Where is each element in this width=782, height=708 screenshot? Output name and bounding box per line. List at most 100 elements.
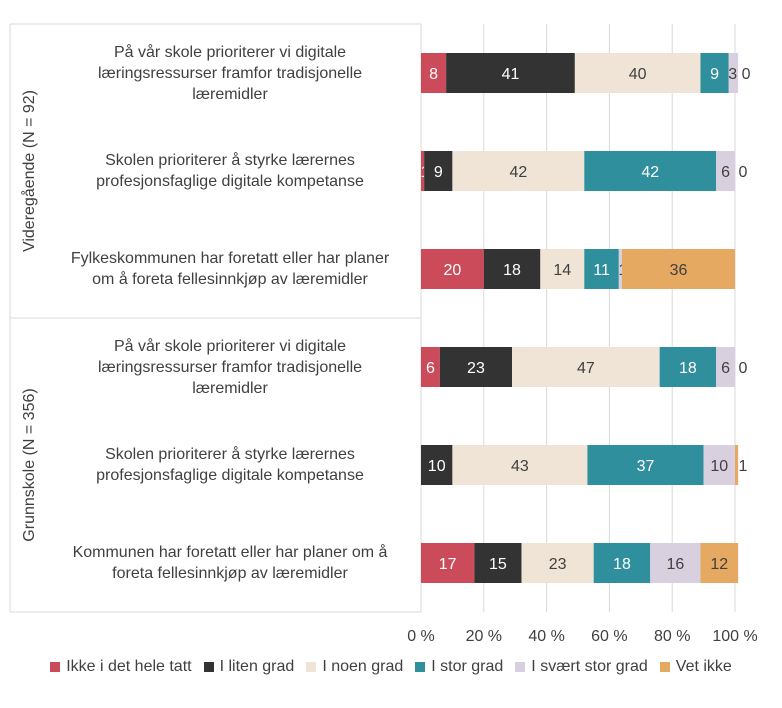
- data-label: 18: [503, 262, 521, 279]
- bar-segment: [618, 249, 622, 289]
- data-label: 41: [502, 66, 520, 83]
- bar-segment: [584, 151, 717, 191]
- data-label: 0: [739, 360, 748, 377]
- group-label: Grunnskole (N = 356): [21, 388, 38, 542]
- data-label: 6: [426, 360, 435, 377]
- data-label: 0: [742, 66, 751, 83]
- bar-segment: [540, 249, 585, 289]
- legend-label: I noen grad: [322, 658, 404, 675]
- legend-swatch: [203, 662, 214, 672]
- bar-segment: [421, 347, 440, 387]
- bar-segment: [659, 347, 717, 387]
- category-label-line: om å foreta fellesinnkjøp av læremidler: [92, 271, 368, 288]
- category-label-line: profesjonsfaglige digitale kompetanse: [96, 173, 364, 190]
- bar-segment: [521, 543, 594, 583]
- category-label-line: Skolen prioriterer å styrke lærernes: [105, 152, 355, 169]
- legend-swatch: [515, 662, 526, 672]
- category-label-line: foreta fellesinnkjøp av læremidler: [112, 565, 348, 582]
- category-label: Fylkeskommunen har foretatt eller har pl…: [50, 248, 410, 290]
- data-label: 10: [710, 458, 728, 475]
- category-label-line: profesjonsfaglige digitale kompetanse: [96, 467, 364, 484]
- data-label: 3: [728, 66, 737, 83]
- data-label: 14: [553, 262, 571, 279]
- x-tick-label: 20 %: [466, 628, 502, 645]
- bar-segment: [421, 53, 447, 93]
- legend-item: I noen grad: [306, 658, 403, 676]
- data-label: 42: [641, 164, 659, 181]
- x-tick-label: 0 %: [407, 628, 435, 645]
- data-label: 37: [637, 458, 655, 475]
- bar-segment: [716, 151, 735, 191]
- category-label-line: læremidler: [192, 379, 268, 397]
- bar-segment: [700, 53, 729, 93]
- x-tick-label: 100 %: [712, 628, 757, 645]
- data-label: 20: [444, 262, 462, 279]
- category-label-line: Fylkeskommunen har foretatt eller har pl…: [70, 250, 390, 267]
- data-label: 0: [739, 164, 748, 181]
- data-label: 47: [577, 360, 595, 377]
- data-label: 18: [679, 360, 697, 377]
- x-tick-label: 60 %: [591, 628, 627, 645]
- category-label: På vår skole prioriterer vi digitale læri…: [50, 336, 410, 399]
- category-label: På vår skole prioriterer vi digitale læri…: [50, 42, 410, 105]
- category-label: Skolen prioriterer å styrke lærernes prof…: [50, 444, 410, 486]
- legend-item: I svært stor grad: [515, 658, 648, 676]
- data-label: 17: [439, 556, 457, 573]
- data-label: 8: [429, 66, 438, 83]
- category-label: Skolen prioriterer å styrke lærernes prof…: [50, 150, 410, 192]
- category-label-line: Skolen prioriterer å styrke lærernes: [105, 446, 355, 463]
- bar-segment: [439, 347, 513, 387]
- data-label: 36: [670, 262, 688, 279]
- legend-label: I svært stor grad: [531, 658, 648, 675]
- data-label: 11: [593, 262, 610, 279]
- legend-item: I liten grad: [203, 658, 295, 676]
- category-label-line: læremidler: [192, 85, 268, 103]
- data-label: 15: [489, 556, 507, 573]
- data-label: 10: [428, 458, 446, 475]
- data-label: 42: [509, 164, 527, 181]
- bar-segment: [584, 249, 619, 289]
- category-label-line: Kommunen har foretatt eller har planer o…: [72, 544, 388, 561]
- data-label: 23: [467, 360, 485, 377]
- bar-segment: [728, 53, 739, 93]
- legend: Ikke i det hele tatt I liten grad I noen g…: [0, 658, 782, 676]
- legend-label: Vet ikke: [675, 658, 732, 675]
- data-label: 9: [710, 66, 719, 83]
- bar-segment: [650, 543, 701, 583]
- data-label: 6: [721, 360, 730, 377]
- category-label-line: læringsressurser framfor tradisjonelle: [97, 64, 363, 82]
- bar-segment: [735, 445, 739, 485]
- bar-segment: [421, 445, 453, 485]
- group-label: Videregående (N = 92): [21, 89, 38, 253]
- bar-segment: [574, 53, 701, 93]
- bar-segment: [452, 445, 588, 485]
- bar-segment: [452, 151, 585, 191]
- bar-segment: [703, 445, 735, 485]
- legend-swatch: [50, 662, 61, 672]
- legend-swatch: [306, 662, 317, 672]
- bar-segment: [700, 543, 739, 583]
- legend-label: Ikke i det hele tatt: [66, 658, 192, 675]
- data-label: 6: [721, 164, 730, 181]
- legend-item: Ikke i det hele tatt: [50, 658, 192, 676]
- bar-segment: [621, 249, 735, 289]
- bar-segment: [474, 543, 522, 583]
- category-label-line: læringsressurser framfor tradisjonelle: [97, 358, 363, 376]
- category-label-line: På vår skole prioriterer vi digitale: [113, 43, 347, 61]
- data-label: 23: [549, 556, 567, 573]
- legend-label: I liten grad: [219, 658, 295, 675]
- category-label: Kommunen har foretatt eller har planer o…: [50, 542, 410, 584]
- bar-segment: [512, 347, 660, 387]
- bar-segment: [483, 249, 541, 289]
- data-label: 9: [434, 164, 443, 181]
- bar-segment: [421, 249, 484, 289]
- bar-segment: [593, 543, 651, 583]
- x-tick-label: 80 %: [654, 628, 690, 645]
- data-label: 12: [710, 556, 728, 573]
- legend-swatch: [659, 662, 670, 672]
- data-label: 40: [629, 66, 647, 83]
- bar-segment: [446, 53, 575, 93]
- bar-segment: [587, 445, 704, 485]
- data-label: 16: [666, 556, 684, 573]
